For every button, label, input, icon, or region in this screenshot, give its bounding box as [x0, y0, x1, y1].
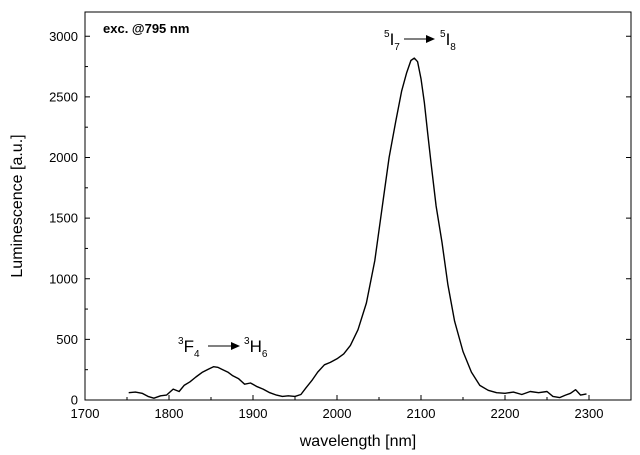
x-axis-title: wavelength [nm]: [299, 433, 417, 450]
x-tick-label: 1700: [71, 406, 100, 421]
y-tick-label: 0: [71, 393, 78, 408]
x-tick-label: 1800: [155, 406, 184, 421]
x-tick-label: 2200: [491, 406, 520, 421]
plot-frame: [84, 11, 632, 401]
svg-text:3F4: 3F4: [178, 336, 200, 360]
y-tick-label: 2500: [49, 89, 78, 104]
annotation-prefix-2: 3: [244, 336, 250, 347]
annotation-prefix: 3: [178, 336, 184, 347]
annotation-term: F: [184, 337, 194, 356]
svg-text:3H6: 3H6: [244, 336, 268, 360]
annotation-term: I: [390, 30, 395, 49]
y-tick-label: 2000: [49, 150, 78, 165]
y-axis-title: Luminescence [a.u.]: [9, 134, 26, 277]
y-tick-label: 1000: [49, 271, 78, 286]
transition-arrow-head: [426, 35, 435, 43]
annotation-prefix: 5: [384, 29, 390, 40]
x-axis-ticks: 1700 1800 1900 2000 2100 2200 2300: [71, 395, 604, 421]
annotation-subscript: 4: [194, 349, 200, 360]
svg-text:5I8: 5I8: [440, 29, 456, 53]
annotation-subscript: 7: [394, 42, 400, 53]
x-tick-label: 2000: [323, 406, 352, 421]
transition-arrow-head: [231, 342, 240, 350]
annotation-subscript-2: 8: [450, 42, 456, 53]
transition-label-f4-h6: 3F4 3H6: [178, 336, 268, 360]
y-tick-label: 3000: [49, 29, 78, 44]
x-tick-label: 2100: [407, 406, 436, 421]
y-axis-ticks: 0 500 1000 1500 2000 2500 3000: [49, 29, 631, 408]
y-tick-label: 1500: [49, 211, 78, 226]
x-tick-label: 2300: [575, 406, 604, 421]
annotation-prefix-2: 5: [440, 29, 446, 40]
annotation-term-2: I: [446, 30, 451, 49]
y-tick-label: 500: [56, 332, 78, 347]
annotation-subscript-2: 6: [262, 349, 268, 360]
svg-text:5I7: 5I7: [384, 29, 400, 53]
excitation-note: exc. @795 nm: [103, 21, 189, 36]
x-tick-label: 1900: [239, 406, 268, 421]
transition-label-i7-i8: 5I7 5I8: [384, 29, 456, 53]
luminescence-series-line: [128, 57, 587, 399]
annotation-term-2: H: [250, 337, 262, 356]
